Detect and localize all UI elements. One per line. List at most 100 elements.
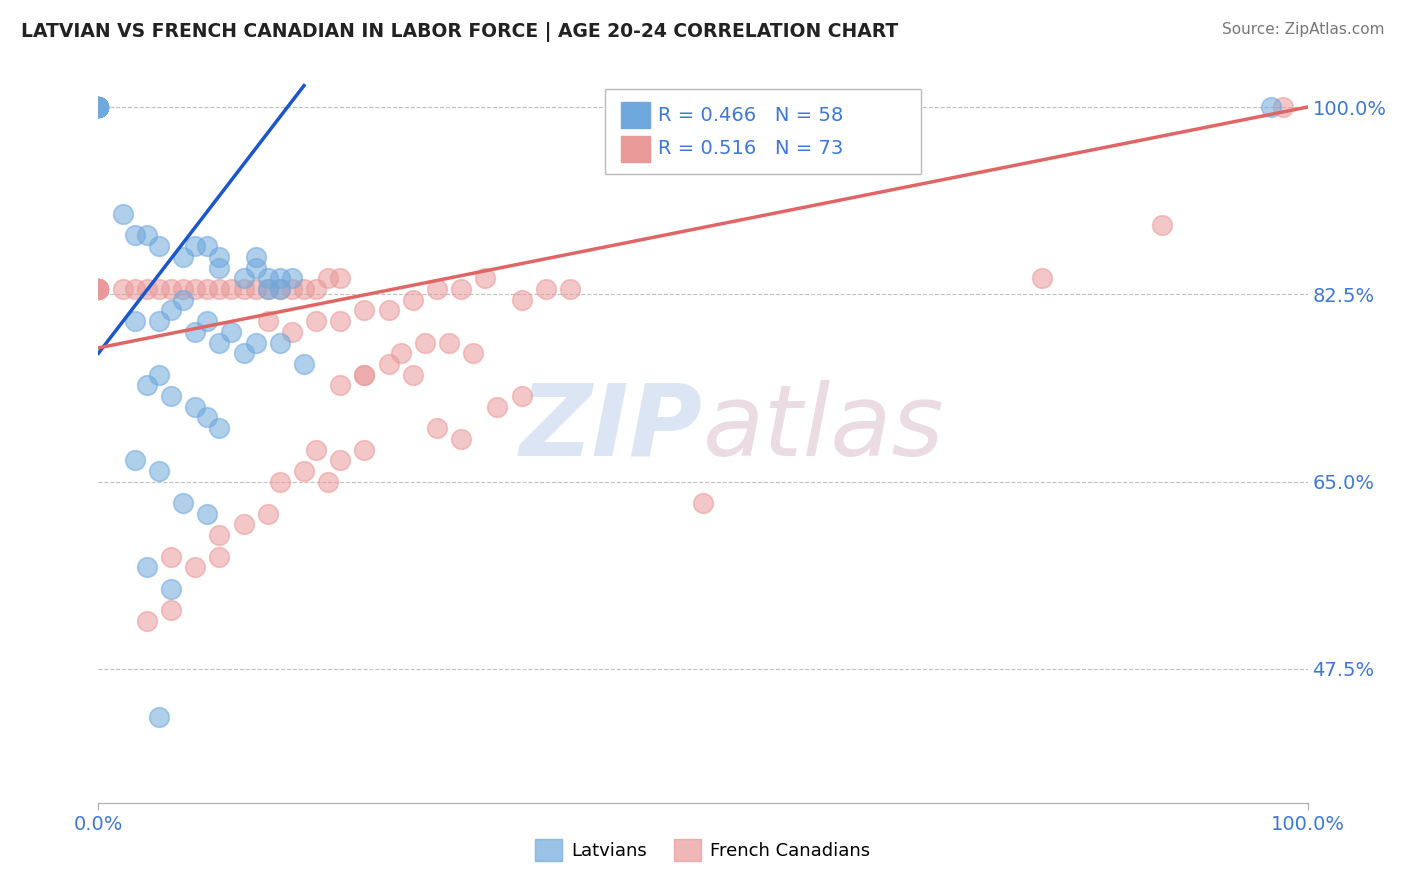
Point — [160, 282, 183, 296]
Point — [329, 453, 352, 467]
Point — [172, 293, 194, 307]
Point — [87, 282, 110, 296]
Point — [245, 282, 267, 296]
Point — [389, 346, 412, 360]
Point — [221, 325, 243, 339]
Point — [232, 346, 254, 360]
Point — [87, 100, 110, 114]
Point — [281, 271, 304, 285]
Point — [135, 560, 157, 574]
Point — [87, 100, 110, 114]
Point — [402, 368, 425, 382]
Point — [172, 496, 194, 510]
Point — [160, 603, 183, 617]
Point — [87, 282, 110, 296]
Point — [160, 582, 183, 596]
Point — [353, 368, 375, 382]
Point — [160, 549, 183, 564]
Point — [1272, 100, 1295, 114]
Point — [135, 282, 157, 296]
Point — [184, 325, 207, 339]
Legend: Latvians, French Canadians: Latvians, French Canadians — [529, 832, 877, 869]
Text: Source: ZipAtlas.com: Source: ZipAtlas.com — [1222, 22, 1385, 37]
Point — [148, 314, 170, 328]
Point — [245, 335, 267, 350]
Point — [184, 560, 207, 574]
Point — [269, 335, 291, 350]
Point — [87, 100, 110, 114]
Point — [208, 260, 231, 275]
Point — [305, 442, 328, 457]
Point — [232, 517, 254, 532]
Point — [208, 421, 231, 435]
Text: atlas: atlas — [703, 380, 945, 476]
Point — [87, 100, 110, 114]
Point — [269, 282, 291, 296]
Point — [316, 475, 339, 489]
Point — [474, 271, 496, 285]
Point — [353, 303, 375, 318]
Point — [87, 282, 110, 296]
Point — [87, 282, 110, 296]
Point — [148, 239, 170, 253]
Point — [87, 282, 110, 296]
Point — [87, 282, 110, 296]
Point — [160, 389, 183, 403]
Point — [111, 207, 134, 221]
Point — [281, 325, 304, 339]
Point — [124, 453, 146, 467]
Point — [148, 710, 170, 724]
Text: LATVIAN VS FRENCH CANADIAN IN LABOR FORCE | AGE 20-24 CORRELATION CHART: LATVIAN VS FRENCH CANADIAN IN LABOR FORC… — [21, 22, 898, 42]
Point — [1260, 100, 1282, 114]
Point — [426, 421, 449, 435]
Point — [135, 614, 157, 628]
Point — [450, 282, 472, 296]
Point — [402, 293, 425, 307]
Point — [148, 282, 170, 296]
Point — [87, 100, 110, 114]
Point — [256, 314, 278, 328]
Point — [87, 100, 110, 114]
Point — [437, 335, 460, 350]
Point — [160, 303, 183, 318]
Point — [124, 228, 146, 243]
Point — [208, 282, 231, 296]
Point — [195, 410, 218, 425]
Point — [292, 357, 315, 371]
Point — [195, 507, 218, 521]
Point — [305, 314, 328, 328]
Point — [87, 100, 110, 114]
Point — [87, 100, 110, 114]
Point — [87, 100, 110, 114]
Point — [1152, 218, 1174, 232]
Point — [148, 368, 170, 382]
Point — [184, 282, 207, 296]
Point — [256, 282, 278, 296]
Point — [87, 282, 110, 296]
Point — [558, 282, 581, 296]
Point — [353, 442, 375, 457]
Point — [172, 282, 194, 296]
Point — [87, 100, 110, 114]
Point — [510, 293, 533, 307]
Point — [256, 282, 278, 296]
Point — [426, 282, 449, 296]
Point — [87, 282, 110, 296]
Point — [208, 250, 231, 264]
Point — [292, 282, 315, 296]
Point — [316, 271, 339, 285]
Point — [87, 100, 110, 114]
Point — [245, 260, 267, 275]
Point — [292, 464, 315, 478]
Point — [269, 282, 291, 296]
Point — [87, 100, 110, 114]
Point — [135, 378, 157, 392]
Point — [692, 496, 714, 510]
Point — [208, 549, 231, 564]
Point — [148, 464, 170, 478]
Point — [184, 239, 207, 253]
Point — [124, 282, 146, 296]
Point — [329, 314, 352, 328]
Point — [353, 368, 375, 382]
Point — [87, 100, 110, 114]
